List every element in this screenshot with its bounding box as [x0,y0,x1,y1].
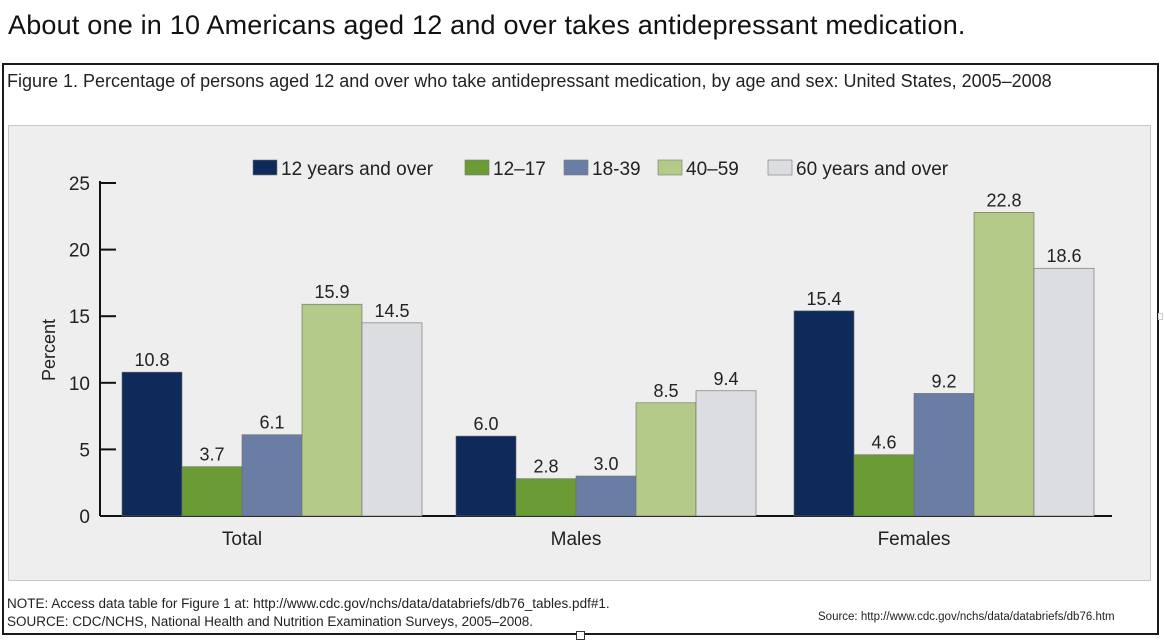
data-label: 2.8 [533,457,558,477]
bar [635,402,697,517]
y-axis-title: Percent [39,319,59,381]
data-label: 3.0 [593,454,618,474]
data-label: 22.8 [986,190,1021,210]
legend-swatch [464,159,490,176]
y-tick-label: 25 [69,174,90,195]
data-label: 14.5 [374,301,409,321]
source-text: SOURCE: CDC/NCHS, National Health and Nu… [7,614,533,629]
data-label: 9.4 [713,369,738,389]
legend-swatch [767,159,793,176]
data-label: 6.0 [473,414,498,434]
data-label: 18.6 [1046,246,1081,266]
legend-label: 18-39 [592,159,641,180]
data-label: 10.8 [134,350,169,370]
legend-label: 60 years and over [796,159,949,180]
legend-swatch [252,159,278,176]
bar [1033,267,1095,517]
y-tick-label: 5 [79,440,90,461]
data-label: 3.7 [199,445,224,465]
data-label: 6.1 [259,413,284,433]
bar [695,390,757,517]
data-label: 15.9 [314,282,349,302]
resize-handle[interactable] [576,631,585,640]
figure-title: Figure 1. Percentage of persons aged 12 … [7,71,1052,91]
bar [121,371,183,517]
bar [515,478,577,517]
source-credit: Source: http://www.cdc.gov/nchs/data/dat… [818,611,1115,623]
y-tick-label: 15 [69,307,90,328]
bar [361,322,423,517]
legend-swatch [657,159,683,176]
figure-notes: NOTE: Access data table for Figure 1 at:… [7,595,610,631]
data-label: 8.5 [653,381,678,401]
bar [181,466,243,517]
bar [853,454,915,517]
data-label: 9.2 [931,371,956,391]
x-category-label: Total [222,529,262,550]
bar [793,310,855,517]
legend-label: 40–59 [686,159,739,180]
data-label: 15.4 [806,289,841,309]
bar [241,434,303,517]
legend-label: 12–17 [493,159,546,180]
bar [913,393,975,517]
y-tick-label: 20 [69,241,90,262]
x-category-label: Females [878,529,951,550]
x-category-label: Males [551,529,602,550]
note-text: NOTE: Access data table for Figure 1 at:… [7,596,610,611]
y-tick-label: 0 [79,507,90,528]
bar [973,212,1035,517]
bar [575,475,637,517]
y-tick-label: 10 [69,374,90,395]
page-headline: About one in 10 Americans aged 12 and ov… [8,10,966,40]
legend-swatch [563,159,589,176]
legend-label: 12 years and over [281,159,434,180]
data-label: 4.6 [871,433,896,453]
bar [455,435,517,517]
edge-marker [1158,313,1163,320]
bar [301,303,363,517]
